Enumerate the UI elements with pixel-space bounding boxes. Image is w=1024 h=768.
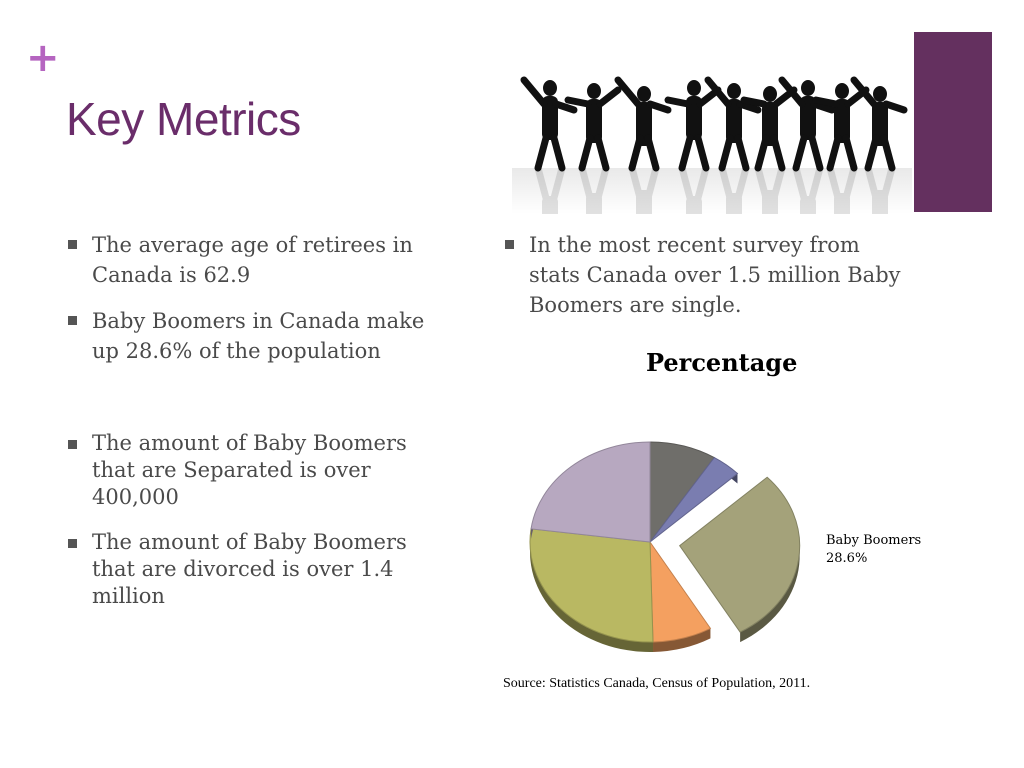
- bullet-item: In the most recent survey from stats Can…: [505, 230, 905, 320]
- bullet-text: The amount of Baby Boomers that are divo…: [92, 530, 407, 608]
- pie-slice-5: [530, 441, 651, 543]
- bullet-item: The amount of Baby Boomers that are divo…: [68, 529, 452, 610]
- dancer-figure: [812, 83, 870, 172]
- baby-boomers-data-label: Baby Boomers 28.6%: [826, 532, 921, 568]
- pie-slice-1: [649, 456, 739, 543]
- bullet-text: Baby Boomers in Canada make up 28.6% of …: [92, 309, 425, 363]
- dancer-figure: [740, 86, 798, 172]
- dancer-figure: [564, 83, 622, 172]
- dancer-figure: [614, 76, 672, 172]
- bullet-square-icon: [68, 316, 77, 325]
- chart-title: Percentage: [646, 348, 798, 377]
- plus-icon: +: [26, 35, 60, 81]
- pie-slice-side: [740, 477, 800, 643]
- bullet-text: The amount of Baby Boomers that are Sepa…: [92, 431, 407, 509]
- bullet-square-icon: [68, 440, 77, 449]
- dancers-silhouette-image: [512, 76, 912, 214]
- bullet-list-right: In the most recent survey from stats Can…: [505, 230, 905, 320]
- dancer-figure: [778, 76, 836, 172]
- bullet-square-icon: [68, 240, 77, 249]
- slide-title: Key Metrics: [66, 93, 301, 145]
- slice-label: Baby Boomers: [826, 533, 922, 548]
- dancer-figure: [704, 76, 762, 172]
- bullet-item: The average age of retirees in Canada is…: [68, 230, 452, 290]
- pie-slice-4: [529, 528, 654, 643]
- pie-chart: [529, 441, 801, 652]
- pie-slice-side: [653, 628, 711, 652]
- bullet-square-icon: [505, 240, 514, 249]
- pie-slice-2: [679, 476, 801, 633]
- dancer-figure: [520, 76, 578, 172]
- dancer-figure: [850, 76, 908, 172]
- bullet-list-left: The average age of retirees in Canada is…: [68, 230, 452, 610]
- chart-source: Source: Statistics Canada, Census of Pop…: [503, 676, 811, 691]
- accent-bar: [914, 32, 992, 212]
- bullet-item: The amount of Baby Boomers that are Sepa…: [68, 430, 452, 511]
- bullet-text: In the most recent survey from stats Can…: [529, 233, 901, 317]
- dancer-figure: [664, 80, 722, 172]
- bullet-text: The average age of retirees in Canada is…: [92, 233, 413, 287]
- bullet-item: Baby Boomers in Canada make up 28.6% of …: [68, 306, 452, 366]
- bullet-square-icon: [68, 539, 77, 548]
- slice-value-label: 28.6%: [826, 551, 868, 566]
